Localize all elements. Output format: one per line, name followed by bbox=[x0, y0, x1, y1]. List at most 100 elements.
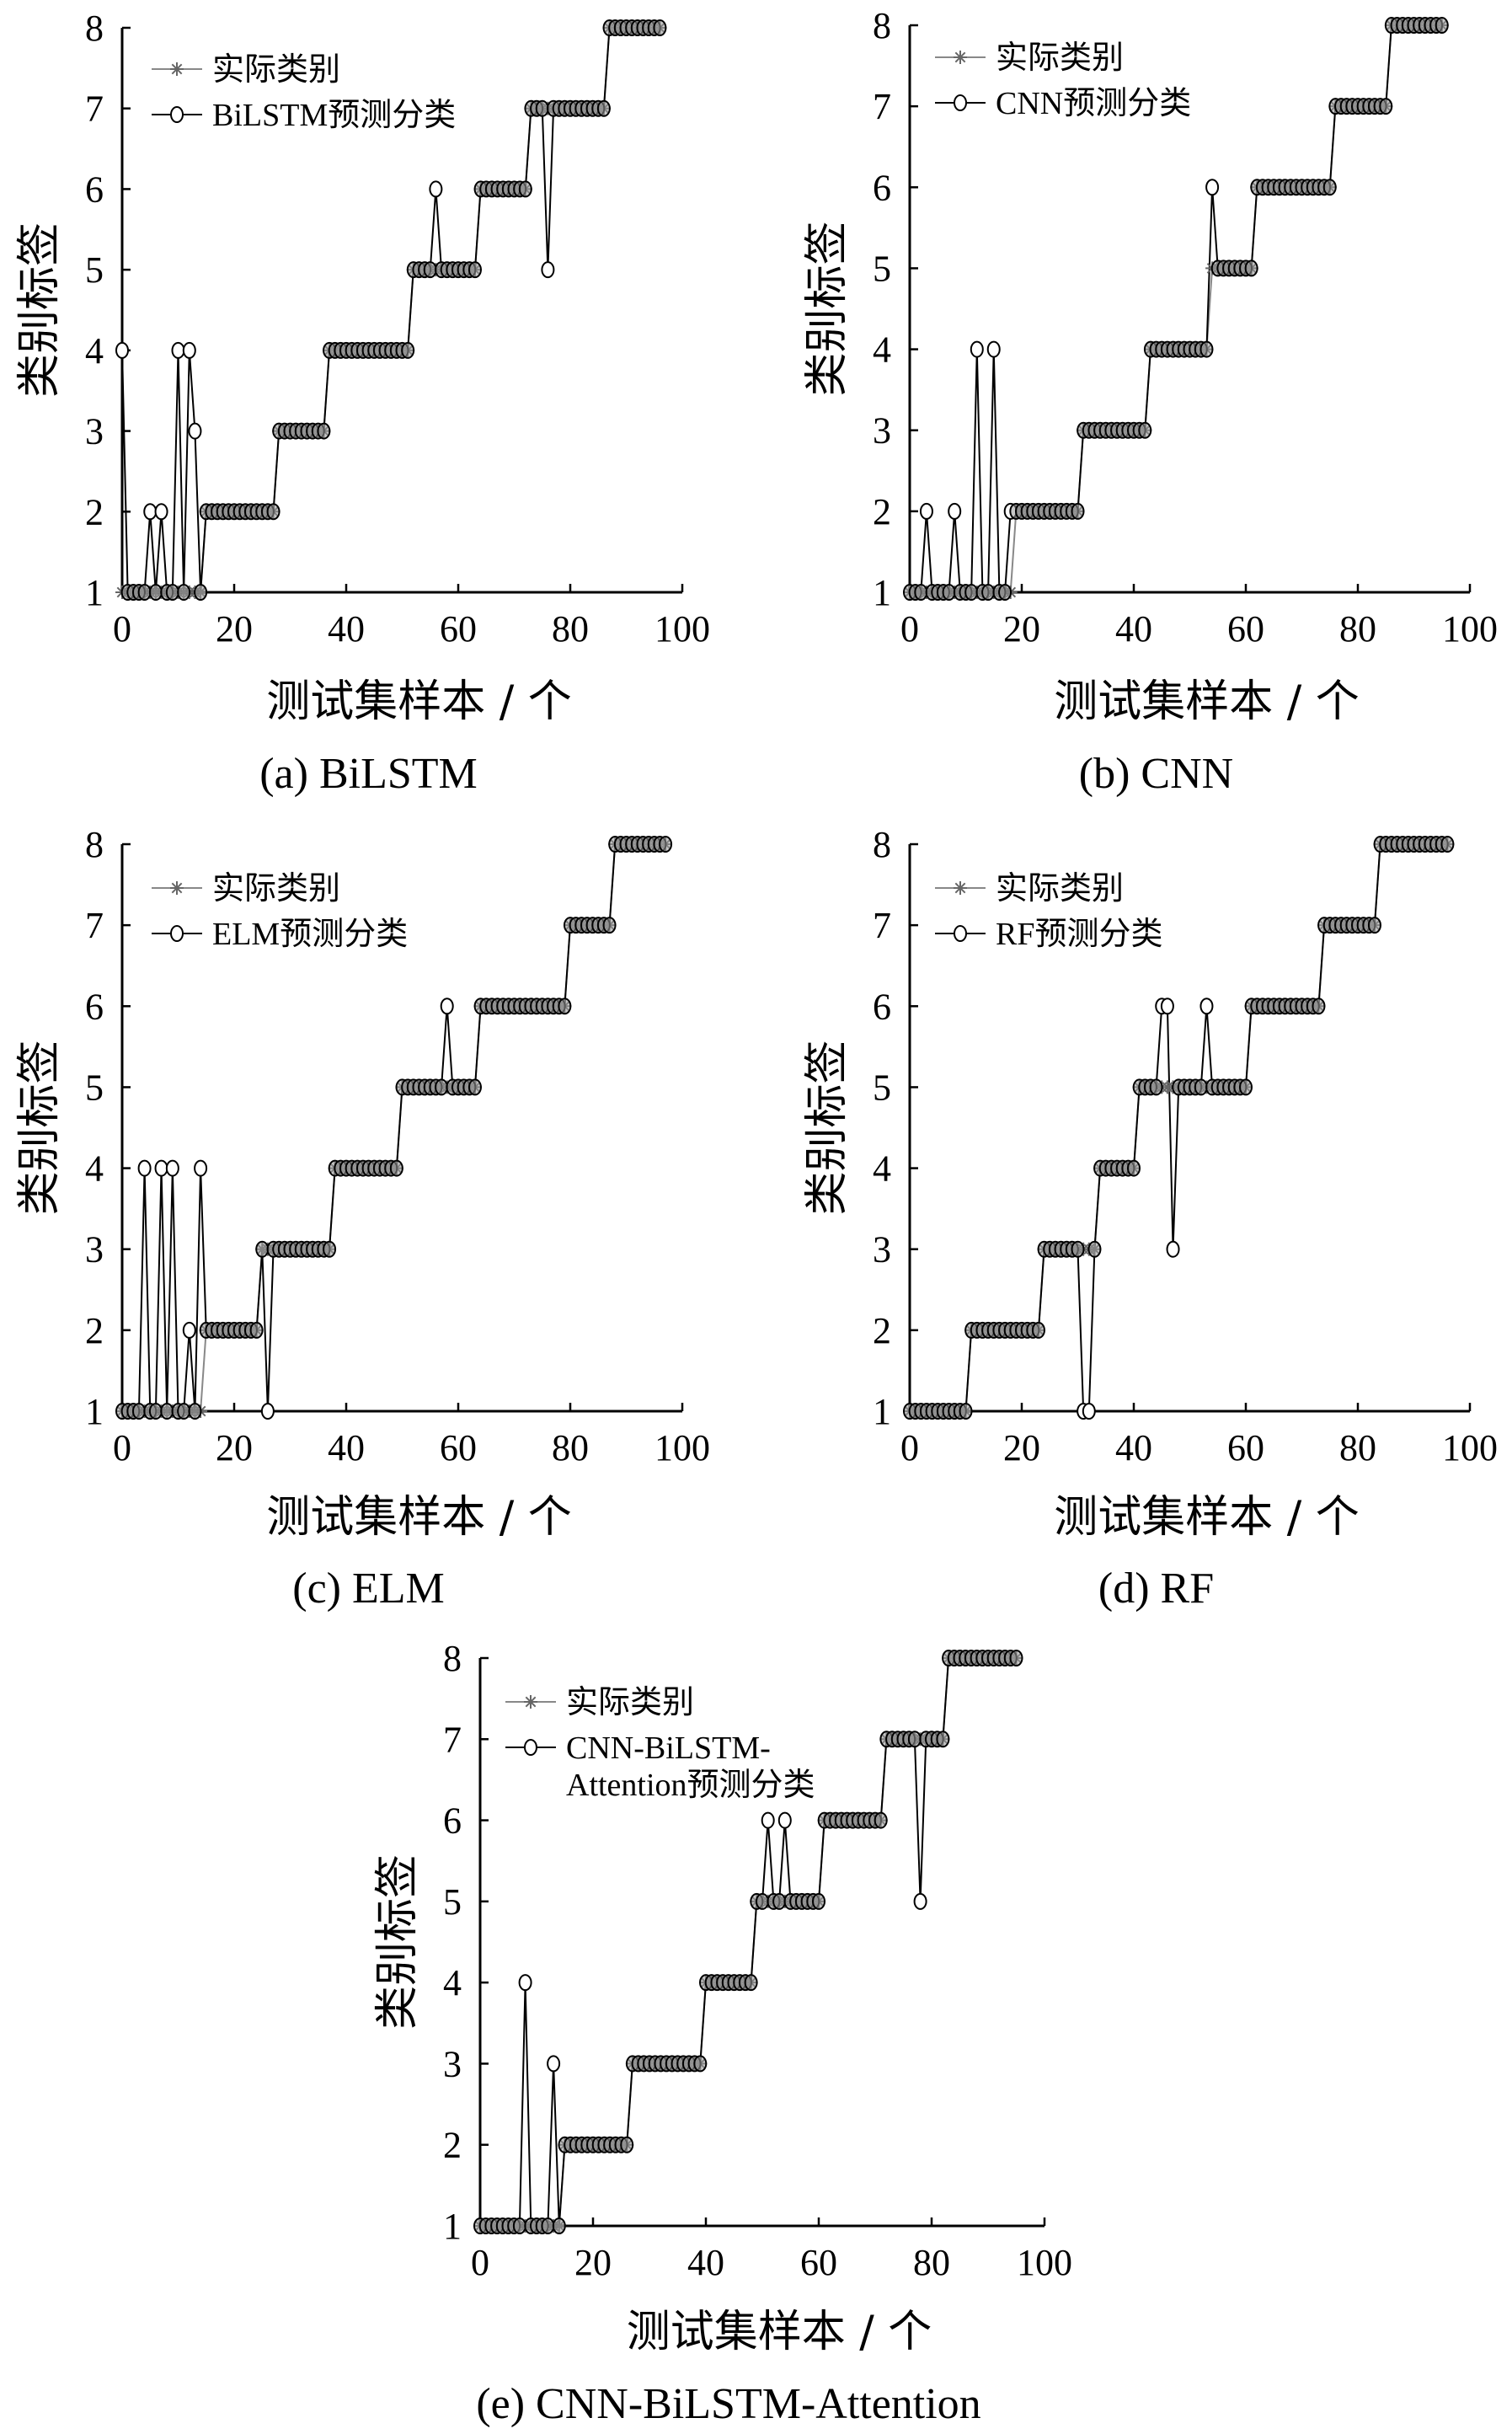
predicted-point bbox=[812, 1892, 825, 1910]
legend-actual-marker bbox=[524, 1695, 537, 1709]
predicted-point bbox=[194, 584, 208, 601]
predicted-point bbox=[1239, 1078, 1253, 1096]
y-tick-label: 8 bbox=[873, 5, 891, 46]
legend: 实际类别 ELM预测分类 bbox=[152, 871, 408, 952]
predicted-point bbox=[936, 1731, 950, 1748]
predicted-point bbox=[177, 1403, 191, 1420]
x-tick-label: 100 bbox=[1442, 608, 1498, 650]
predicted-point bbox=[115, 341, 129, 359]
y-tick-label: 3 bbox=[85, 411, 104, 452]
y-axis-label: 类别标签 bbox=[372, 1854, 423, 2030]
predicted-point bbox=[323, 1240, 337, 1258]
x-tick-label: 100 bbox=[1017, 2242, 1072, 2283]
legend-actual-marker bbox=[954, 51, 967, 64]
x-tick-label: 0 bbox=[900, 1427, 919, 1468]
predicted-point bbox=[1312, 998, 1326, 1015]
predicted-point bbox=[1322, 179, 1337, 196]
x-tick-label: 80 bbox=[1339, 1427, 1376, 1468]
y-tick-label: 6 bbox=[85, 169, 104, 210]
y-tick-label: 4 bbox=[873, 329, 891, 371]
y-tick-label: 2 bbox=[443, 2125, 462, 2166]
predicted-point bbox=[165, 1159, 179, 1177]
predicted-point bbox=[913, 1892, 927, 1910]
chart-panel-4: 0 20 40 60 80 100 1 2 3 4 5 6 7 8 测试集样本 / 个 类别标签 (d) RF 实… bbox=[802, 824, 1498, 1613]
predicted-point bbox=[761, 1811, 775, 1829]
y-tick-label: 1 bbox=[85, 1391, 104, 1432]
predicted-point bbox=[653, 19, 667, 36]
predicted-point bbox=[981, 584, 996, 601]
predicted-point bbox=[188, 1403, 202, 1420]
legend: 实际类别 RF预测分类 bbox=[935, 871, 1162, 952]
y-axis-label: 类别标签 bbox=[14, 222, 65, 398]
legend-predicted-marker bbox=[524, 1739, 537, 1756]
predicted-point bbox=[1166, 1240, 1180, 1258]
predicted-point bbox=[1194, 1078, 1208, 1096]
predicted-point bbox=[249, 1321, 264, 1339]
legend-predicted-label: CNN预测分类 bbox=[996, 86, 1191, 121]
predicted-point bbox=[148, 1403, 163, 1420]
predicted-point bbox=[1199, 340, 1214, 358]
x-axis-label: 测试集样本 / 个 bbox=[266, 677, 572, 727]
predicted-point bbox=[541, 2217, 555, 2234]
predicted-point bbox=[518, 180, 532, 198]
predicted-point bbox=[1127, 1159, 1141, 1177]
legend-predicted-label-line2: Attention预测分类 bbox=[566, 1768, 815, 1803]
predicted-point bbox=[188, 422, 202, 440]
x-tick-label: 80 bbox=[552, 1427, 589, 1468]
legend-actual-marker bbox=[954, 881, 967, 895]
legend-predicted-label-line1: CNN-BiLSTM- bbox=[566, 1731, 771, 1766]
y-tick-label: 8 bbox=[443, 1638, 462, 1679]
predicted-point bbox=[948, 502, 962, 520]
predicted-point bbox=[317, 422, 331, 440]
x-tick-label: 0 bbox=[471, 2242, 489, 2283]
x-tick-label: 60 bbox=[1227, 1427, 1264, 1468]
y-tick-label: 3 bbox=[873, 1229, 891, 1270]
y-tick-label: 6 bbox=[873, 986, 891, 1027]
x-tick-label: 60 bbox=[440, 1427, 477, 1468]
chart-caption: (d) RF bbox=[1098, 1565, 1214, 1613]
predicted-point bbox=[1031, 1321, 1045, 1339]
y-tick-label: 4 bbox=[443, 1962, 462, 2003]
chart-caption: (b) CNN bbox=[1079, 750, 1233, 798]
legend-predicted-label: RF预测分类 bbox=[996, 917, 1162, 952]
y-tick-label: 3 bbox=[85, 1229, 104, 1270]
predicted-point bbox=[266, 503, 280, 521]
y-axis-label: 类别标签 bbox=[802, 1040, 852, 1215]
predicted-point bbox=[1071, 502, 1085, 520]
legend-actual-marker bbox=[170, 881, 184, 895]
predicted-point bbox=[970, 340, 984, 358]
predicted-point bbox=[659, 836, 673, 853]
y-tick-label: 5 bbox=[85, 1067, 104, 1108]
predicted-point bbox=[998, 584, 1012, 601]
y-tick-label: 3 bbox=[443, 2043, 462, 2084]
predicted-point bbox=[177, 584, 191, 601]
y-tick-label: 4 bbox=[85, 330, 104, 372]
predicted-point bbox=[171, 341, 185, 359]
legend-predicted-label: BiLSTM预测分类 bbox=[212, 98, 456, 133]
y-tick-label: 1 bbox=[873, 1391, 891, 1432]
predicted-point bbox=[1440, 836, 1455, 853]
y-tick-label: 6 bbox=[873, 167, 891, 208]
predicted-point bbox=[1082, 1403, 1096, 1420]
y-tick-label: 1 bbox=[443, 2206, 462, 2247]
predicted-point bbox=[1009, 1650, 1023, 1666]
y-tick-label: 2 bbox=[85, 491, 104, 532]
predicted-point bbox=[137, 584, 152, 601]
predicted-point bbox=[907, 1731, 922, 1748]
predicted-point bbox=[1138, 421, 1152, 439]
predicted-point bbox=[1149, 1078, 1163, 1096]
predicted-point bbox=[1071, 1240, 1085, 1258]
predicted-point bbox=[131, 1403, 146, 1420]
predicted-point bbox=[552, 2217, 566, 2234]
y-tick-label: 1 bbox=[873, 572, 891, 613]
y-tick-label: 5 bbox=[873, 248, 891, 289]
y-tick-label: 5 bbox=[443, 1881, 462, 1923]
legend-actual-label: 实际类别 bbox=[996, 40, 1124, 76]
x-axis-label: 测试集样本 / 个 bbox=[266, 1492, 572, 1543]
y-axis-label: 类别标签 bbox=[14, 1040, 65, 1215]
legend-predicted-label: CNN-BiLSTM-Attention预测分类 bbox=[566, 1731, 815, 1803]
predicted-point bbox=[596, 99, 611, 117]
predicted-point bbox=[435, 1078, 449, 1096]
predicted-point bbox=[919, 502, 933, 520]
